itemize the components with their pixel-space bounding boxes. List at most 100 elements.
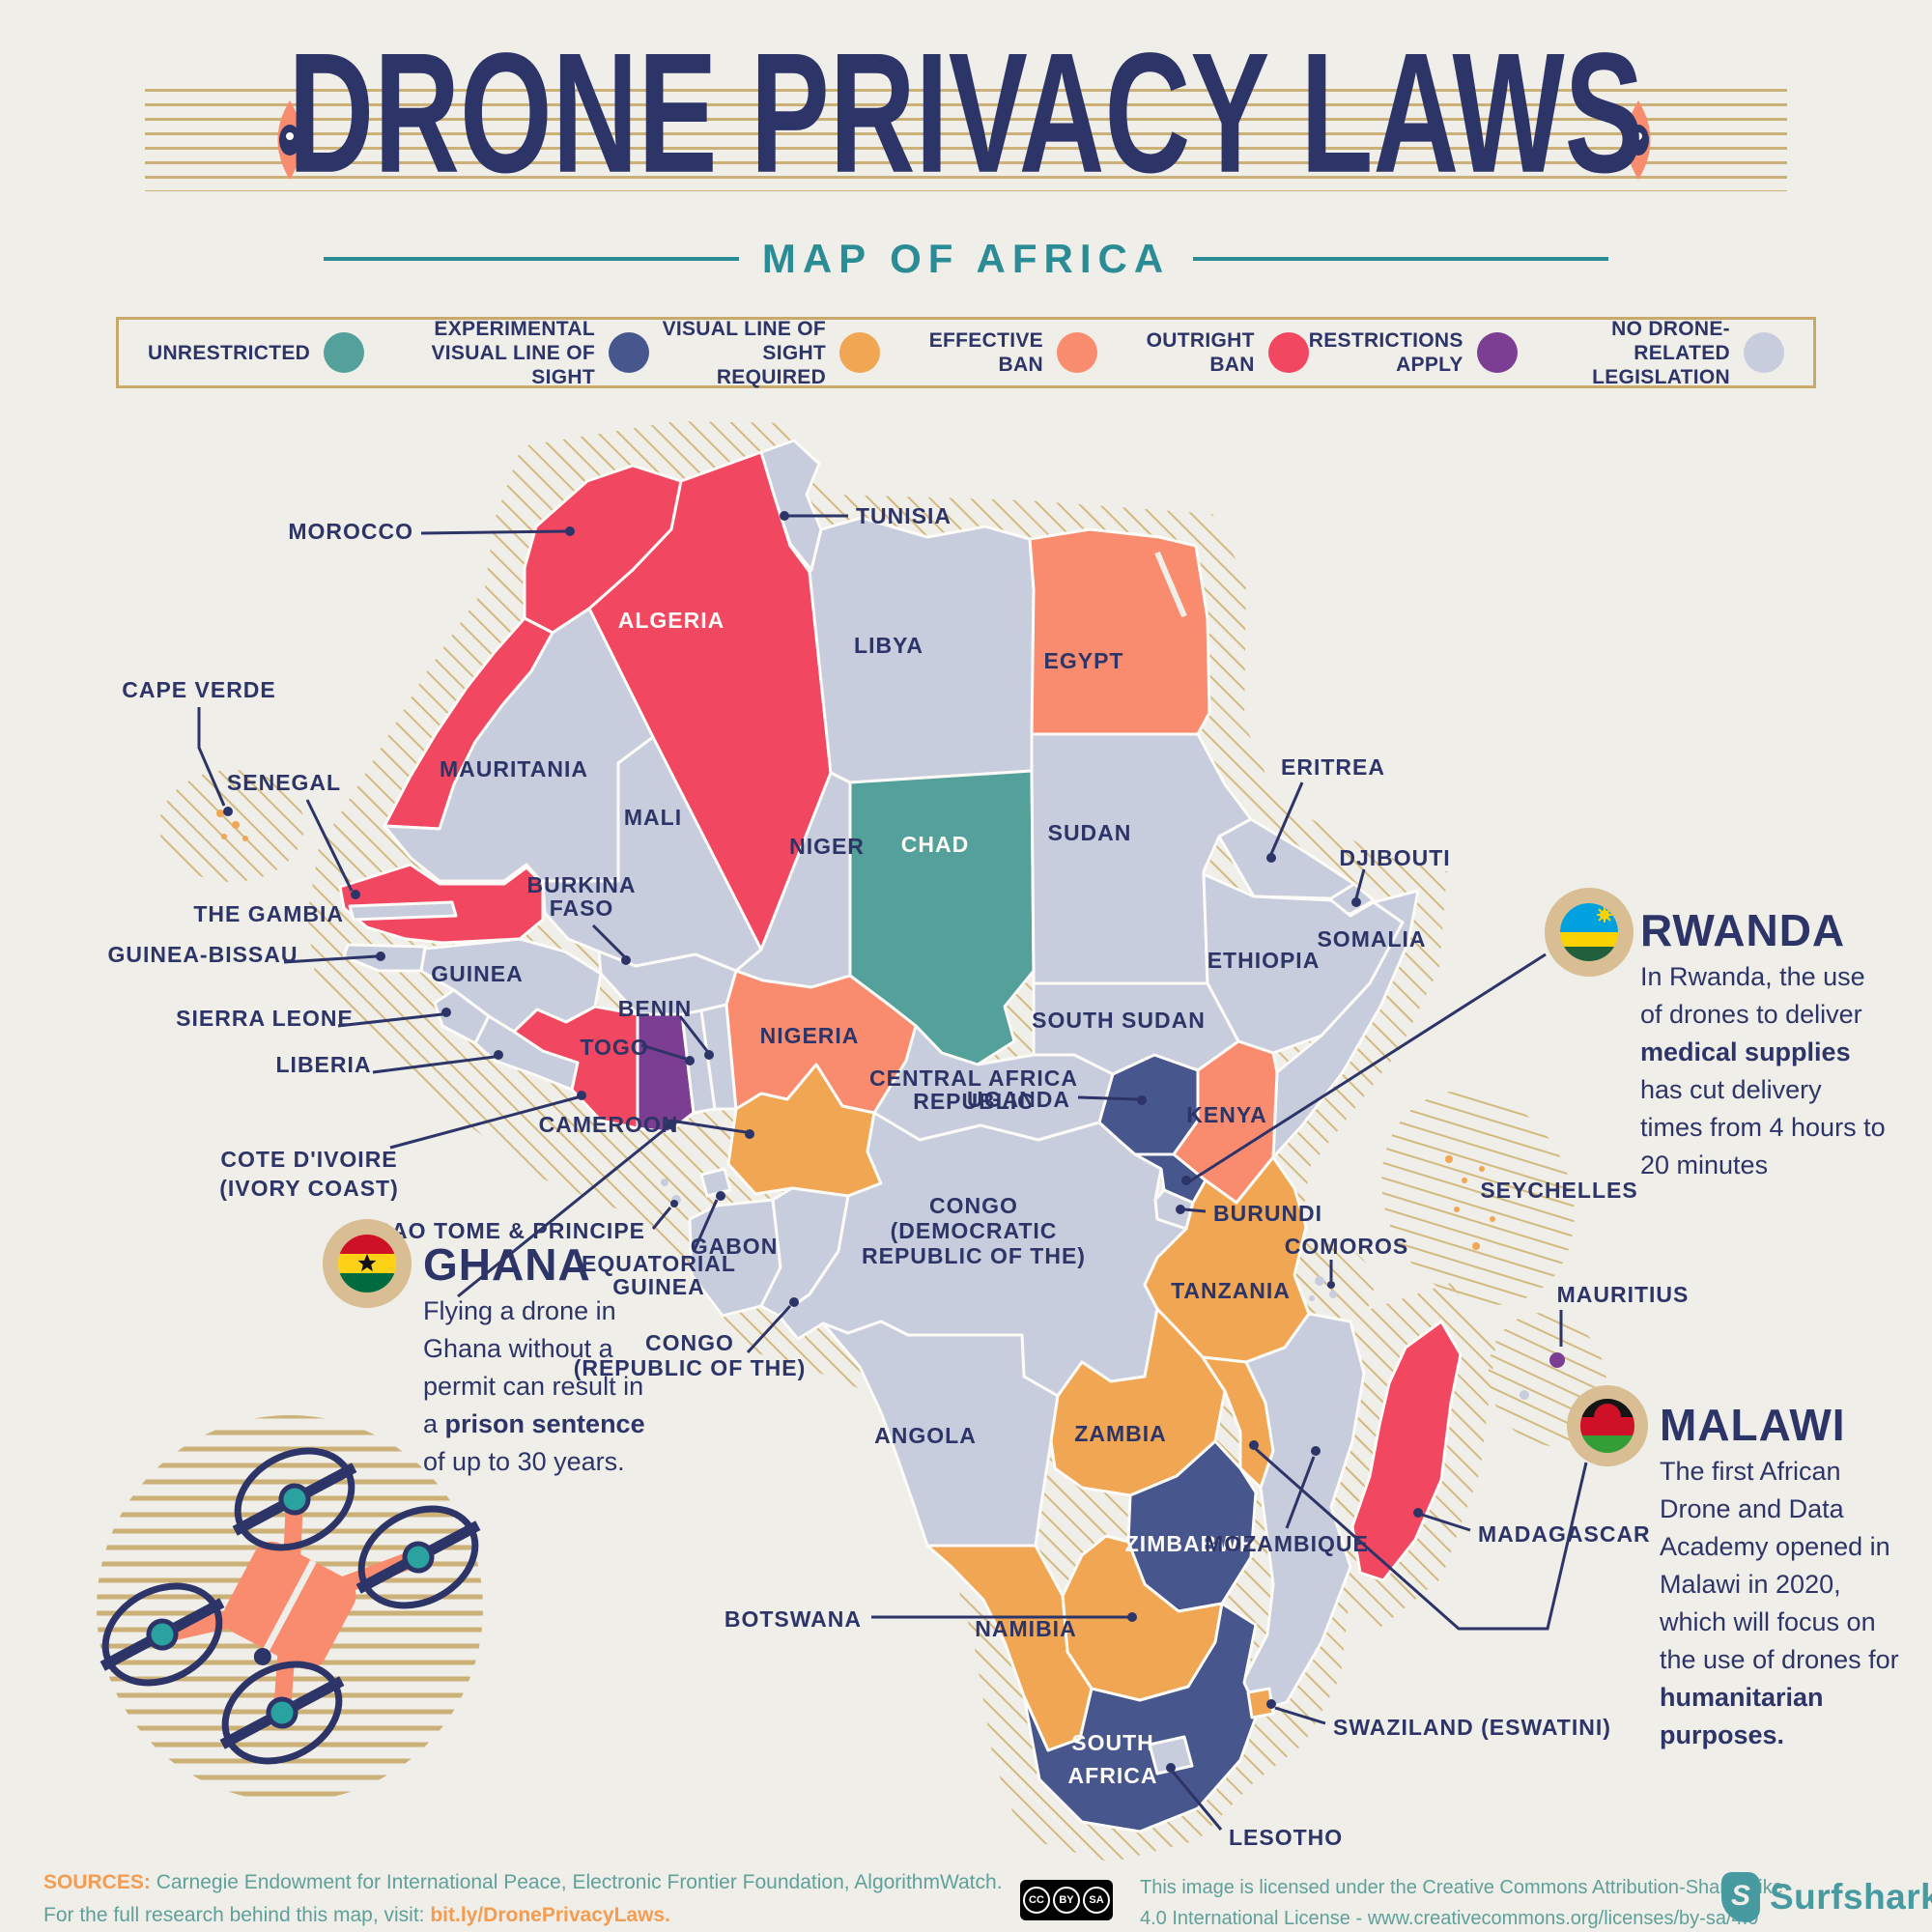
- callout-ghana-title: GHANA: [423, 1239, 591, 1290]
- label-cape-verde: CAPE VERDE: [122, 677, 276, 702]
- label-djibouti: DJIBOUTI: [1339, 845, 1450, 870]
- legend-item-effective-ban: EFFECTIVE BAN: [880, 328, 1097, 377]
- legend-label: OUTRIGHT BAN: [1146, 329, 1255, 376]
- label-somalia: SOMALIA: [1317, 926, 1426, 952]
- country-cote-divoire: [512, 1005, 639, 1130]
- seychelles-islands: [1445, 1155, 1495, 1250]
- label-uganda: UGANDA: [967, 1087, 1070, 1112]
- pointer-swaziland: [1266, 1699, 1326, 1725]
- label-botswana: BOTSWANA: [724, 1606, 862, 1632]
- label-cote-divoire-1: COTE D'IVOIRE: [220, 1147, 397, 1172]
- subtitle-rule-right: [1193, 257, 1609, 261]
- eye-icon: [1611, 99, 1665, 186]
- pointer-comoros: [1327, 1260, 1335, 1289]
- country-mozambique: [1240, 1312, 1366, 1714]
- pointer-eritrea: [1266, 781, 1304, 863]
- label-ethiopia: ETHIOPIA: [1208, 948, 1321, 973]
- label-morocco: MOROCCO: [288, 519, 413, 544]
- country-angola: [821, 1320, 1060, 1548]
- legend-label: SIGHT REQUIRED: [716, 341, 827, 388]
- cc-license-badge: CC BY SA: [1020, 1880, 1113, 1920]
- pointer-botswana: [871, 1612, 1137, 1622]
- research-link[interactable]: bit.ly/DronePrivacyLaws.: [430, 1904, 670, 1926]
- label-south-africa-2: AFRICA: [1068, 1763, 1158, 1788]
- label-burkina-2: FASO: [550, 895, 614, 921]
- pointer-rwanda-callout: [1181, 952, 1547, 1185]
- pointer-cameroon: [669, 1119, 754, 1139]
- label-chad: CHAD: [901, 832, 969, 857]
- legend-swatch-experimental: [608, 332, 649, 373]
- label-zimbabwe: ZIMBABWE: [1125, 1531, 1255, 1556]
- label-benin: BENIN: [618, 996, 693, 1021]
- surfshark-logo: S Surfshark®: [1721, 1872, 1932, 1922]
- label-car-2: REPUBLIC: [913, 1089, 1035, 1114]
- label-tanzania: TANZANIA: [1171, 1278, 1291, 1303]
- legend-label: EFFECTIVE BAN: [928, 329, 1043, 376]
- license-line-1: This image is licensed under the Creativ…: [1140, 1877, 1783, 1898]
- pointer-lines: [197, 511, 1588, 1831]
- legend-swatch-effective-ban: [1056, 332, 1097, 373]
- legend-label: APPLY: [1396, 354, 1463, 376]
- label-sierra-leone: SIERRA LEONE: [176, 1006, 354, 1031]
- pointer-malawi-callout: [1249, 1440, 1588, 1631]
- country-swaziland: [1246, 1687, 1275, 1719]
- label-madagascar: MADAGASCAR: [1478, 1521, 1651, 1547]
- legend-label: UNRESTRICTED: [148, 341, 311, 364]
- label-mozambique: MOZAMBIQUE: [1205, 1531, 1369, 1556]
- subtitle-row: MAP OF AFRICA: [0, 236, 1932, 282]
- eye-icon: [263, 99, 317, 186]
- countries: [338, 439, 1463, 1833]
- label-eq-guinea-1: EQUATORIAL: [582, 1251, 736, 1276]
- label-the-gambia: THE GAMBIA: [193, 901, 344, 926]
- pointer-madagascar: [1413, 1508, 1471, 1532]
- callout-malawi: MALAWI The first African Drone and Data …: [1660, 1403, 1911, 1754]
- label-algeria: ALGERIA: [618, 608, 725, 633]
- label-namibia: NAMIBIA: [975, 1616, 1076, 1641]
- country-somalia: [1271, 889, 1420, 1159]
- legend-label: VISUAL LINE OF SIGHT: [431, 341, 595, 388]
- label-cote-divoire-2: (IVORY COAST): [219, 1176, 399, 1201]
- label-togo: TOGO: [580, 1035, 648, 1060]
- country-south-africa: [1022, 1602, 1260, 1833]
- label-south-africa-1: SOUTH: [1071, 1730, 1154, 1755]
- callout-malawi-text: The first African Drone and Data Academy…: [1660, 1453, 1911, 1754]
- label-cameroon: CAMEROON: [539, 1112, 679, 1137]
- cc-sa-icon: SA: [1083, 1887, 1110, 1914]
- license-line-2: 4.0 International License - www.creative…: [1140, 1908, 1759, 1929]
- surfshark-icon: S: [1721, 1872, 1760, 1922]
- label-nigeria: NIGERIA: [760, 1023, 860, 1048]
- reunion-island: [1520, 1390, 1529, 1400]
- label-libya: LIBYA: [854, 633, 923, 658]
- label-sudan: SUDAN: [1048, 820, 1132, 845]
- islands: [216, 810, 1565, 1400]
- callout-malawi-title: MALAWI: [1660, 1400, 1846, 1450]
- callout-rwanda-title: RWANDA: [1640, 905, 1846, 955]
- legend-item-vlos-required: VISUAL LINE OF SIGHT REQUIRED: [649, 317, 881, 389]
- country-lesotho: [1148, 1735, 1194, 1776]
- callout-text-bold: medical supplies: [1640, 1037, 1851, 1066]
- cape-verde-islands: [216, 810, 248, 841]
- eye-glint: [286, 132, 294, 140]
- rwanda-flag: [1545, 888, 1634, 981]
- callout-text-bold: humanitarian purposes.: [1660, 1683, 1824, 1749]
- callout-text: The first African Drone and Data Academy…: [1660, 1457, 1899, 1674]
- pointer-togo: [640, 1043, 695, 1065]
- legend-label: NO DRONE-RELATED: [1611, 317, 1730, 364]
- page-title: DRONE PRIVACY LAWS: [288, 16, 1644, 209]
- callout-ghana-text: Flying a drone in Ghana without a permit…: [423, 1293, 665, 1481]
- pointer-benin: [678, 1015, 714, 1060]
- callout-rwanda: RWANDA In Rwanda, the use of drones to d…: [1640, 908, 1888, 1184]
- label-comoros: COMOROS: [1285, 1234, 1408, 1259]
- pointer-senegal: [305, 799, 360, 899]
- legend-item-outright-ban: OUTRIGHT BAN: [1097, 328, 1309, 377]
- pointer-morocco: [420, 526, 575, 536]
- map-labels: MOROCCO TUNISIA ALGERIA LIBYA EGYPT MAUR…: [107, 503, 1688, 1850]
- label-south-sudan: SOUTH SUDAN: [1032, 1008, 1206, 1033]
- cc-by-icon: BY: [1053, 1887, 1080, 1914]
- country-egypt: [1028, 527, 1211, 736]
- legend-item-experimental-vlos: EXPERIMENTAL VISUAL LINE OF SIGHT: [364, 317, 649, 389]
- label-drc-3: REPUBLIC OF THE): [862, 1243, 1086, 1268]
- license-text: This image is licensed under the Creativ…: [1140, 1872, 1783, 1932]
